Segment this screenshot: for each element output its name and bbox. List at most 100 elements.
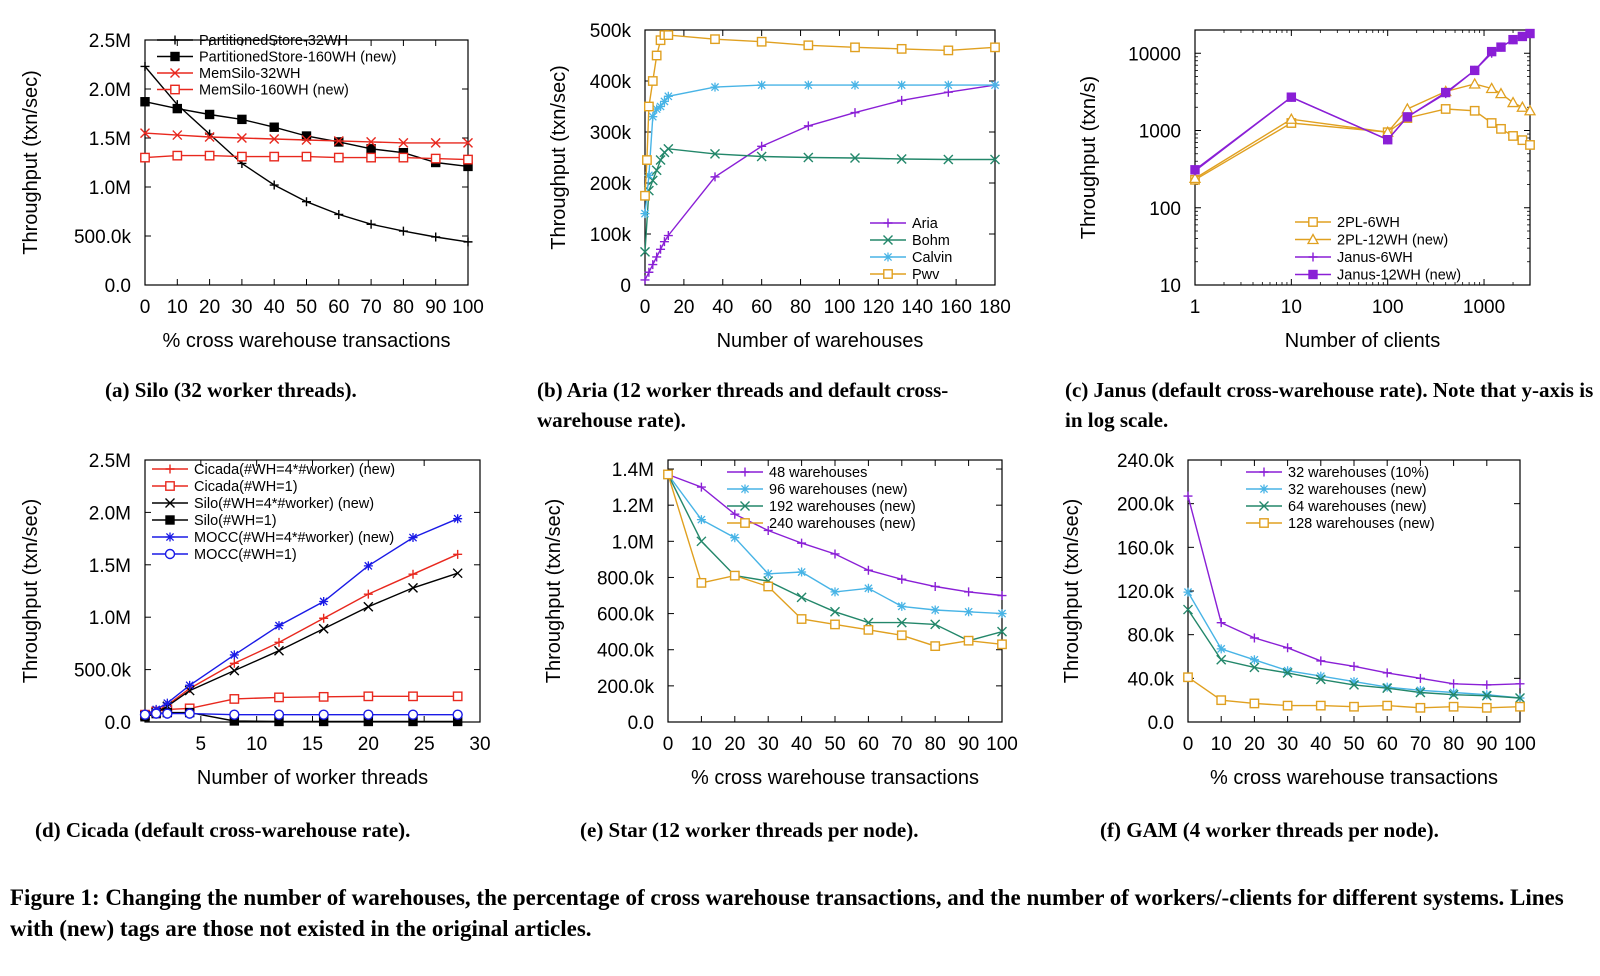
- caption-c: (c) Janus (default cross-warehouse rate)…: [1065, 378, 1594, 432]
- data-point: [651, 165, 662, 176]
- legend-label: MemSilo-160WH (new): [199, 83, 349, 99]
- y-tick-label: 0.0: [628, 713, 654, 734]
- y-tick-label: 200.0k: [597, 677, 655, 698]
- x-tick-label: 30: [758, 734, 779, 755]
- data-point: [301, 151, 312, 162]
- series-line-d-0: [144, 553, 458, 716]
- data-point: [729, 570, 740, 581]
- y-tick-label: 800.0k: [597, 568, 655, 589]
- x-tick-label: 70: [891, 734, 912, 755]
- x-tick-label: 10: [246, 734, 267, 755]
- legend-marker: [170, 84, 180, 95]
- data-point: [644, 170, 654, 180]
- series-line-d-4: [144, 518, 458, 716]
- data-point: [140, 128, 150, 139]
- data-point: [1525, 28, 1535, 39]
- y-tick-label: 2.0M: [89, 503, 131, 524]
- x-tick-label: 160: [940, 297, 972, 318]
- data-point: [643, 101, 654, 112]
- data-point: [640, 246, 650, 257]
- y-axis-label: Throughput (txn/sec): [543, 499, 565, 684]
- legend-label: Silo(#WH=1): [194, 513, 277, 529]
- x-tick-label: 100: [986, 734, 1018, 755]
- data-point: [863, 583, 873, 593]
- y-tick-label: 500.0k: [74, 661, 132, 682]
- data-point: [652, 104, 662, 114]
- data-point: [1525, 140, 1535, 150]
- data-point: [663, 469, 673, 480]
- y-tick-label: 500.0k: [74, 227, 132, 248]
- y-tick-label: 0.0: [105, 713, 131, 734]
- x-tick-label: 120: [862, 297, 894, 318]
- legend-label: PartitionedStore-32WH: [199, 33, 348, 49]
- data-point: [1523, 104, 1537, 116]
- data-point: [1315, 700, 1326, 711]
- y-tick-label: 160.0k: [1117, 538, 1175, 559]
- data-point: [1415, 673, 1425, 683]
- legend-label: Calvin: [912, 250, 952, 266]
- data-point: [730, 533, 740, 543]
- legend-label: 32 warehouses (new): [1288, 482, 1427, 498]
- caption-a: (a) Silo (32 worker threads).: [105, 378, 357, 402]
- data-point: [430, 153, 441, 164]
- data-point: [1183, 604, 1193, 615]
- data-point: [274, 637, 284, 647]
- x-tick-label: 0: [640, 297, 651, 318]
- data-point: [452, 568, 463, 579]
- y-tick-label: 1.4M: [612, 460, 654, 481]
- data-point: [1249, 662, 1260, 673]
- data-point: [185, 680, 195, 690]
- data-point: [997, 626, 1007, 637]
- y-tick-label: 500k: [590, 21, 632, 42]
- x-tick-label: 60: [751, 297, 772, 318]
- data-point: [757, 80, 767, 90]
- data-point: [644, 267, 654, 277]
- legend-marker: [740, 518, 750, 528]
- y-tick-label: 600.0k: [597, 605, 655, 626]
- data-point: [269, 151, 280, 162]
- data-point: [229, 658, 239, 668]
- series-line-d-5: [144, 712, 458, 716]
- data-point: [204, 109, 215, 120]
- data-point: [139, 709, 151, 720]
- data-point: [797, 567, 807, 577]
- data-point: [640, 209, 650, 219]
- legend-label: Silo(#WH=4*#worker) (new): [194, 496, 374, 512]
- caption-b: (b) Aria (12 worker threads and default …: [537, 378, 949, 432]
- legend-label: 96 warehouses (new): [769, 482, 908, 498]
- legend-marker: [883, 218, 893, 228]
- data-point: [301, 134, 312, 145]
- data-point: [274, 645, 284, 656]
- data-point: [896, 617, 907, 628]
- data-point: [1401, 102, 1414, 114]
- y-tick-label: 200k: [590, 174, 632, 195]
- x-tick-label: 10: [1281, 297, 1302, 318]
- chart-e: 0 10 20 30 40 50 60 70 80 90 100 0.0 200.0k 400.0k 600…: [543, 459, 1018, 789]
- legend-marker: [165, 498, 175, 508]
- legend-label: PartitionedStore-160WH (new): [199, 50, 396, 66]
- data-point: [655, 155, 666, 166]
- data-point: [830, 549, 840, 559]
- data-point: [1382, 135, 1393, 145]
- data-point: [896, 154, 907, 165]
- data-point: [897, 601, 907, 611]
- series-line-b-1: [644, 148, 995, 252]
- x-tick-label: 10: [691, 734, 712, 755]
- x-tick-label: 30: [231, 297, 252, 318]
- data-point: [896, 43, 907, 54]
- data-point: [1382, 682, 1392, 692]
- x-tick-label: 100: [1504, 734, 1536, 755]
- series-line-b-3: [644, 34, 996, 196]
- data-point: [990, 154, 1000, 165]
- data-point: [453, 549, 463, 559]
- data-point: [897, 574, 907, 584]
- x-axis-label: Number of worker threads: [197, 767, 428, 789]
- data-point: [1440, 87, 1451, 98]
- data-point: [730, 509, 740, 519]
- data-point: [656, 102, 666, 111]
- data-point: [803, 80, 813, 90]
- y-tick-label: 40.0k: [1128, 669, 1175, 690]
- data-point: [850, 108, 860, 118]
- data-point: [1216, 618, 1226, 628]
- x-tick-label: 40: [264, 297, 285, 318]
